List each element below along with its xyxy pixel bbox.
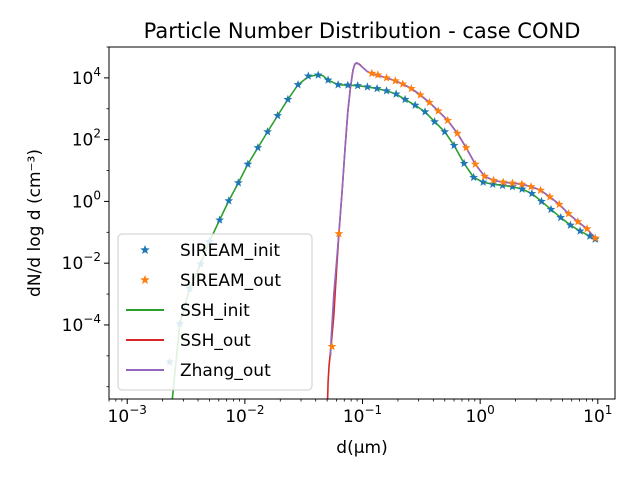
data-point-siream-out: [424, 97, 434, 107]
data-point-siream-out: [398, 79, 408, 88]
y-axis-label: dN/d log d (cm⁻³): [25, 149, 45, 297]
data-point-siream-init: [323, 75, 333, 84]
plot-area: [165, 61, 600, 399]
data-point-siream-init: [517, 184, 527, 193]
data-point-siream-out: [327, 341, 337, 351]
legend-label-siream-init: SIREAM_init: [180, 241, 280, 261]
data-point-siream-out: [564, 209, 573, 218]
y-tick-label: 104: [72, 65, 101, 89]
data-point-siream-init: [313, 70, 323, 79]
data-point-siream-init: [343, 80, 353, 89]
y-tick-label: 10−2: [62, 250, 101, 274]
data-point-siream-init: [253, 143, 263, 152]
x-axis-label: d(μm): [336, 438, 387, 458]
data-point-siream-init: [440, 127, 450, 136]
legend-marker-siream-out: [140, 275, 150, 285]
data-point-siream-out: [554, 199, 564, 209]
data-point-siream-out: [470, 159, 480, 168]
data-point-siream-init: [353, 81, 363, 90]
data-point-siream-init: [233, 178, 243, 187]
legend-label-ssh-out: SSH_out: [180, 331, 251, 351]
data-point-siream-init: [303, 71, 313, 80]
y-tick-label: 10−4: [62, 312, 101, 336]
data-point-siream-init: [478, 177, 488, 186]
data-point-siream-init: [263, 127, 272, 136]
data-point-siream-init: [293, 80, 303, 89]
data-point-siream-init: [488, 179, 498, 188]
data-point-siream-out: [508, 178, 517, 187]
data-point-siream-out: [452, 128, 462, 138]
x-tick-label: 10−1: [343, 403, 382, 427]
data-point-siream-init: [400, 94, 410, 104]
data-point-siream-out: [390, 76, 400, 85]
data-point-siream-init: [575, 226, 585, 235]
data-point-siream-init: [527, 188, 537, 198]
axis-ticks: 10−3 10−2 10−1 100 101 10−4 10−2 100 102 104: [62, 46, 612, 427]
data-point-siream-init: [585, 231, 595, 240]
x-tick-label: 10−2: [225, 403, 264, 427]
data-point-siream-out: [590, 233, 600, 242]
data-point-siream-out: [382, 73, 391, 82]
data-point-siream-init: [430, 117, 439, 126]
data-point-siream-init: [391, 89, 401, 98]
data-point-siream-init: [215, 215, 224, 224]
legend-box: [117, 233, 313, 391]
legend-label-ssh-init: SSH_init: [180, 301, 250, 321]
data-point-siream-init: [459, 158, 469, 168]
data-point-siream-init: [273, 111, 283, 120]
data-point-siream-init: [382, 86, 391, 95]
data-point-siream-init: [537, 196, 546, 206]
data-point-siream-init: [420, 107, 430, 116]
legend-marker-siream-init: [140, 245, 150, 255]
data-point-siream-out: [480, 171, 489, 181]
x-tick-label: 100: [466, 403, 495, 427]
data-point-siream-init: [372, 83, 382, 93]
data-point-siream-init: [224, 196, 234, 205]
data-point-siream-out: [443, 115, 453, 125]
data-point-siream-out: [461, 143, 471, 152]
data-point-siream-init: [556, 212, 566, 222]
data-point-siream-out: [334, 229, 344, 238]
data-point-siream-out: [433, 106, 443, 115]
x-tick-label: 10−3: [108, 403, 147, 427]
data-point-siream-init: [546, 204, 556, 214]
data-point-siream-out: [415, 90, 425, 99]
x-tick-label: 101: [583, 403, 612, 427]
data-point-siream-init: [566, 220, 575, 229]
data-point-siream-init: [469, 172, 479, 182]
data-point-siream-init: [508, 182, 517, 191]
data-point-siream-init: [243, 159, 253, 168]
data-point-siream-out: [536, 185, 545, 194]
data-point-siream-out: [406, 83, 416, 93]
legend: SIREAM_init SIREAM_out SSH_init SSH_out Zhan…: [117, 233, 313, 391]
chart-title: Particle Number Distribution - case COND: [144, 19, 581, 43]
data-point-siream-out: [489, 175, 498, 185]
legend-label-siream-out: SIREAM_out: [180, 271, 281, 291]
data-point-siream-out: [367, 68, 377, 78]
data-point-siream-init: [410, 100, 420, 109]
data-point-siream-init: [363, 82, 372, 91]
data-point-siream-out: [517, 179, 527, 188]
data-point-siream-init: [498, 180, 507, 190]
data-point-siream-out: [545, 192, 555, 201]
series-line-ssh-init: [171, 74, 599, 399]
data-point-siream-out: [582, 224, 592, 233]
data-point-siream-init: [449, 140, 459, 150]
data-point-siream-out: [526, 182, 536, 191]
data-point-siream-out: [573, 217, 583, 226]
y-tick-label: 100: [72, 188, 101, 212]
legend-label-zhang-out: Zhang_out: [180, 361, 271, 381]
data-point-siream-out: [373, 70, 383, 79]
data-point-siream-out: [498, 177, 508, 186]
data-point-siream-init: [283, 94, 293, 104]
y-tick-label: 102: [72, 127, 101, 151]
plot-frame: [108, 46, 616, 400]
data-point-siream-init: [333, 80, 343, 89]
